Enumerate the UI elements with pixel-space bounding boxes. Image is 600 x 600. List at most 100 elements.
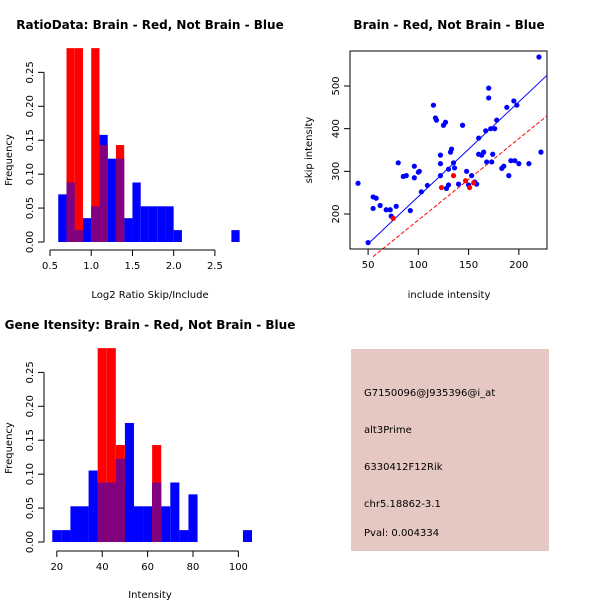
blue-scatter-point — [508, 158, 514, 164]
scatter-points — [355, 54, 544, 246]
ratio-overlap-bars — [66, 145, 125, 242]
ratio-histogram-title: RatioData: Brain - Red, Not Brain - Blue — [16, 18, 283, 32]
blue-scatter-point — [377, 202, 383, 209]
gene-x-label: Intensity — [128, 590, 172, 600]
blue-scatter-point — [393, 203, 399, 209]
blue-scatter-point — [407, 207, 413, 214]
blue-scatter-point — [450, 160, 457, 166]
blue-scatter-point — [463, 168, 470, 174]
blue-scatter-point — [483, 128, 489, 134]
blue-scatter-point — [469, 173, 475, 179]
chromosome-location-text: chr5.18862-3.1 — [364, 499, 441, 510]
event-type-text: alt3Prime — [364, 425, 412, 436]
intensity-scatter-panel: Brain - Red, Not Brain - Blue 50 100 150 20… — [304, 18, 548, 301]
overlap-histogram-bar — [115, 458, 125, 542]
blue-histogram-bar — [58, 194, 67, 242]
red-scatter-point — [438, 184, 445, 191]
blue-scatter-point — [536, 54, 542, 60]
blue-scatter-point — [437, 173, 444, 179]
y-tick-label: 400 — [331, 119, 342, 138]
x-tick-label: 150 — [459, 260, 478, 271]
blue-scatter-point — [373, 195, 379, 201]
pval-text: Pval: 0.004334 — [364, 528, 439, 539]
blue-scatter-point — [411, 163, 417, 169]
blue-histogram-bar — [161, 506, 171, 542]
overlap-histogram-bar — [152, 482, 162, 542]
blue-scatter-point — [459, 122, 466, 128]
blue-scatter-point — [403, 173, 409, 179]
scatter-y-label: skip intensity — [304, 117, 315, 184]
gene-y-axis: 0.00 0.05 0.10 0.15 0.20 0.25 — [25, 361, 45, 553]
blue-scatter-point — [492, 126, 498, 132]
blue-scatter-point — [445, 182, 452, 188]
y-tick-label: 0.25 — [25, 61, 36, 83]
blue-scatter-point — [489, 159, 495, 165]
blue-histogram-bar — [88, 470, 98, 542]
blue-histogram-bar — [179, 530, 189, 542]
blue-histogram-bar — [133, 506, 144, 542]
blue-scatter-point — [418, 189, 424, 195]
overlap-histogram-bar — [74, 230, 83, 242]
y-tick-label: 300 — [331, 162, 342, 181]
blue-scatter-point — [481, 149, 487, 155]
y-tick-label: 0.10 — [25, 163, 36, 185]
info-panel-background — [351, 349, 549, 551]
gene-intensity-histogram-panel: Gene Itensity: Brain - Red, Not Brain - … — [4, 318, 295, 600]
overlap-histogram-bar — [66, 182, 75, 242]
y-tick-label: 500 — [331, 76, 342, 95]
ratio-x-label: Log2 Ratio Skip/Include — [91, 290, 208, 301]
scatter-y-axis: 200 300 400 500 — [331, 76, 351, 224]
x-tick-label: 100 — [409, 260, 428, 271]
blue-scatter-point — [411, 175, 417, 181]
blue-histogram-bar — [61, 530, 71, 542]
blue-scatter-point — [383, 207, 389, 213]
y-tick-label: 0.15 — [25, 429, 36, 451]
ratio-y-axis: 0.00 0.05 0.10 0.15 0.20 0.25 — [25, 61, 45, 253]
x-tick-label: 1.0 — [83, 261, 99, 272]
y-tick-label: 0.15 — [25, 129, 36, 151]
blue-scatter-point — [486, 85, 492, 91]
overlap-histogram-bar — [97, 482, 107, 542]
y-tick-label: 0.00 — [25, 231, 36, 253]
x-tick-label: 100 — [229, 562, 248, 573]
x-tick-label: 20 — [50, 562, 63, 573]
red-scatter-point — [471, 180, 477, 186]
scatter-title: Brain - Red, Not Brain - Blue — [353, 18, 544, 32]
blue-histogram-bar — [140, 206, 149, 242]
overlap-histogram-bar — [91, 206, 100, 242]
ratio-y-label: Frequency — [4, 134, 15, 186]
blue-scatter-point — [451, 165, 458, 171]
scatter-plot-frame — [349, 50, 548, 250]
blue-scatter-point — [445, 166, 452, 172]
blue-scatter-point — [355, 180, 361, 186]
blue-histogram-bar — [148, 206, 158, 242]
blue-histogram-bar — [157, 206, 166, 242]
x-tick-label: 1.5 — [124, 261, 140, 272]
gene-y-label: Frequency — [4, 422, 15, 474]
blue-scatter-point — [448, 146, 455, 152]
y-tick-label: 0.00 — [25, 531, 36, 553]
blue-scatter-point — [514, 102, 520, 108]
blue-scatter-point — [484, 159, 490, 165]
blue-histogram-bar — [82, 218, 92, 242]
blue-scatter-point — [455, 181, 462, 187]
y-tick-label: 0.20 — [25, 395, 36, 417]
blue-scatter-point — [512, 158, 518, 164]
red-histogram-bar — [91, 48, 100, 242]
scatter-x-axis: 50 100 150 200 — [362, 248, 528, 271]
x-tick-label: 2.5 — [207, 261, 223, 272]
blue-scatter-point — [365, 239, 371, 246]
blue-histogram-bar — [165, 206, 174, 242]
blue-histogram-bar — [52, 530, 62, 542]
blue-histogram-bar — [170, 482, 180, 542]
gene-x-axis: 20 40 60 80 100 — [50, 550, 248, 573]
blue-scatter-point — [490, 151, 496, 157]
blue-scatter-point — [430, 102, 437, 108]
blue-histogram-bar — [143, 506, 153, 542]
y-tick-label: 0.10 — [25, 463, 36, 485]
blue-histogram-bar — [124, 218, 133, 242]
x-tick-label: 2.0 — [166, 261, 182, 272]
overlap-histogram-bar — [99, 145, 108, 242]
red-histogram-bar — [66, 48, 75, 242]
x-tick-label: 200 — [509, 260, 528, 271]
